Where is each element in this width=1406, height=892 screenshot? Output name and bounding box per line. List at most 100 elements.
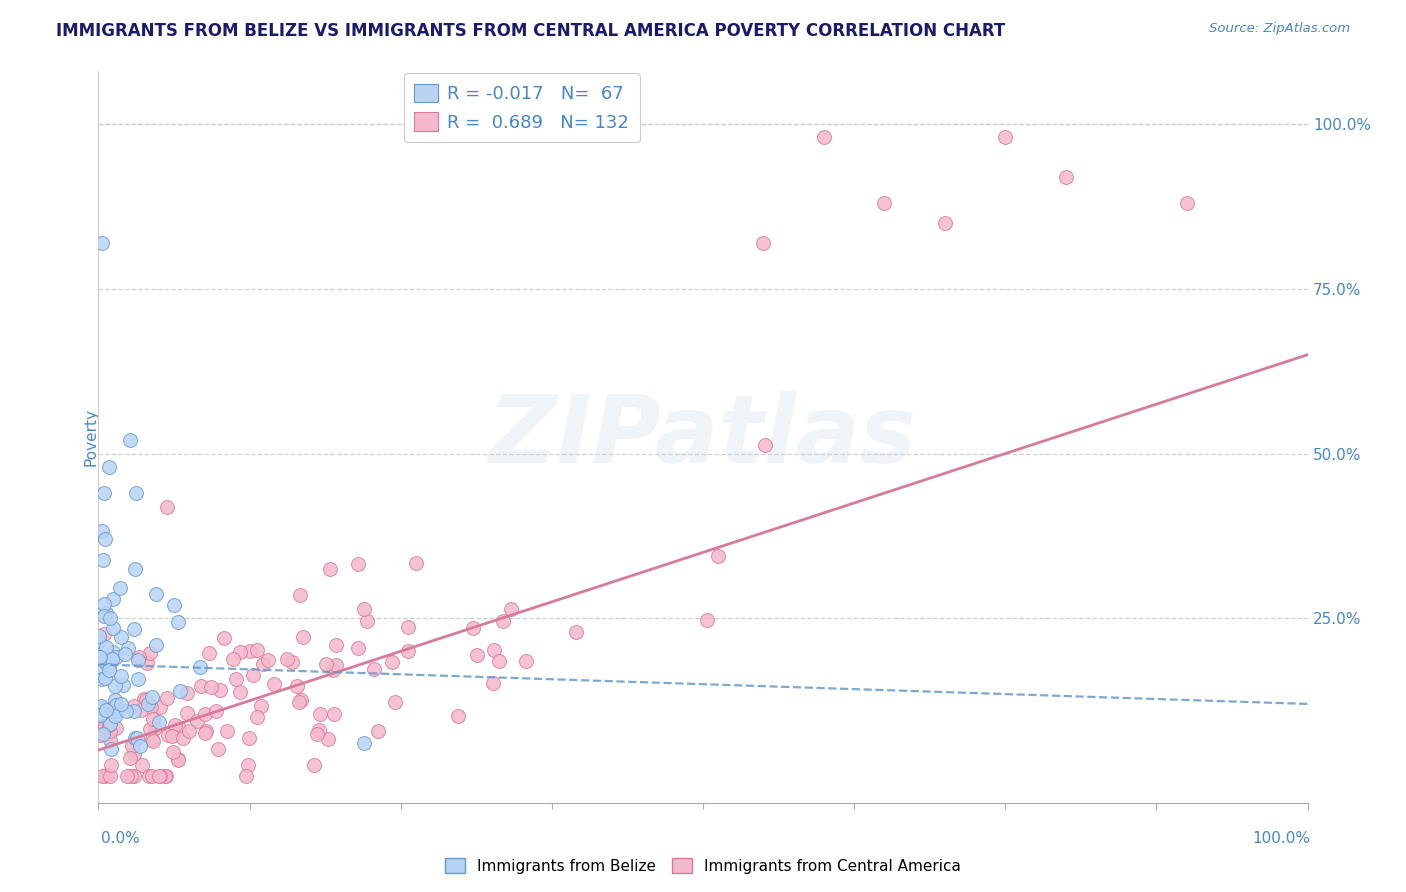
Point xyxy=(94,769,117,783)
Point xyxy=(145,638,167,652)
Point xyxy=(93,727,115,741)
Point xyxy=(176,685,198,699)
Point xyxy=(93,597,115,611)
Point xyxy=(193,707,215,722)
Point xyxy=(97,658,120,673)
Point xyxy=(93,609,115,624)
Point xyxy=(281,655,304,669)
Point xyxy=(91,235,114,250)
Point xyxy=(110,581,132,595)
Point xyxy=(149,769,172,783)
Point xyxy=(491,614,513,628)
Point xyxy=(104,692,127,706)
Point xyxy=(141,712,163,726)
Point xyxy=(104,679,127,693)
Point xyxy=(302,757,325,772)
Point xyxy=(101,621,124,635)
Point xyxy=(93,486,115,500)
Point xyxy=(347,557,370,571)
Point xyxy=(252,657,274,671)
Point xyxy=(124,731,146,745)
Point xyxy=(97,663,120,677)
Point xyxy=(166,615,188,629)
Point xyxy=(90,701,112,715)
Point xyxy=(114,704,136,718)
Point xyxy=(94,703,117,717)
Point xyxy=(148,714,170,729)
Point xyxy=(110,631,132,645)
Point xyxy=(94,532,117,546)
Point xyxy=(98,732,121,747)
Point xyxy=(98,723,121,738)
Point xyxy=(463,621,485,635)
Point xyxy=(347,640,370,655)
Point xyxy=(236,757,259,772)
Point xyxy=(499,602,522,616)
Point xyxy=(353,602,375,616)
Point xyxy=(155,769,177,783)
Point xyxy=(194,726,217,740)
Point xyxy=(157,728,180,742)
Point xyxy=(128,650,150,665)
Point xyxy=(97,717,120,731)
Legend: Immigrants from Belize, Immigrants from Central America: Immigrants from Belize, Immigrants from … xyxy=(439,852,967,880)
Point xyxy=(367,723,389,738)
Point xyxy=(122,747,145,762)
Point xyxy=(285,679,308,693)
Point xyxy=(276,652,298,666)
Point xyxy=(98,769,121,783)
Point xyxy=(104,698,127,712)
Point xyxy=(246,643,269,657)
Point xyxy=(222,652,245,666)
Point xyxy=(129,704,152,718)
Point xyxy=(120,769,142,783)
Point xyxy=(565,624,588,639)
Point xyxy=(195,724,218,739)
Point xyxy=(235,769,257,783)
Y-axis label: Poverty: Poverty xyxy=(84,408,98,467)
Point xyxy=(396,620,419,634)
Point xyxy=(249,698,271,713)
Point xyxy=(87,629,110,643)
Point xyxy=(111,678,134,692)
Point xyxy=(308,723,330,737)
Point xyxy=(94,719,117,733)
Point xyxy=(125,731,148,745)
Point xyxy=(752,235,775,250)
Point xyxy=(93,627,115,641)
Point xyxy=(139,723,162,737)
Point xyxy=(316,731,339,746)
Point xyxy=(103,592,125,607)
Point xyxy=(200,680,222,694)
Point xyxy=(396,644,419,658)
Point xyxy=(215,723,238,738)
Point xyxy=(290,692,312,706)
Point xyxy=(94,640,117,655)
Point xyxy=(105,650,128,665)
Point xyxy=(127,653,149,667)
Point xyxy=(323,707,346,722)
Point xyxy=(129,739,152,753)
Point xyxy=(177,723,200,738)
Point xyxy=(142,734,165,748)
Point xyxy=(114,648,136,662)
Point xyxy=(98,611,121,625)
Point xyxy=(356,614,378,628)
Point xyxy=(707,549,730,563)
Point xyxy=(121,739,143,753)
Point xyxy=(169,722,191,736)
Text: IMMIGRANTS FROM BELIZE VS IMMIGRANTS FROM CENTRAL AMERICA POVERTY CORRELATION CH: IMMIGRANTS FROM BELIZE VS IMMIGRANTS FRO… xyxy=(56,22,1005,40)
Point xyxy=(205,704,228,718)
Point xyxy=(145,587,167,601)
Point xyxy=(127,673,149,687)
Point xyxy=(256,653,278,667)
Point xyxy=(307,727,329,741)
Point xyxy=(447,709,470,723)
Point xyxy=(239,644,262,658)
Point xyxy=(110,669,132,683)
Point xyxy=(242,668,264,682)
Point xyxy=(122,769,145,783)
Point xyxy=(90,722,112,736)
Point xyxy=(197,646,219,660)
Point xyxy=(97,703,120,717)
